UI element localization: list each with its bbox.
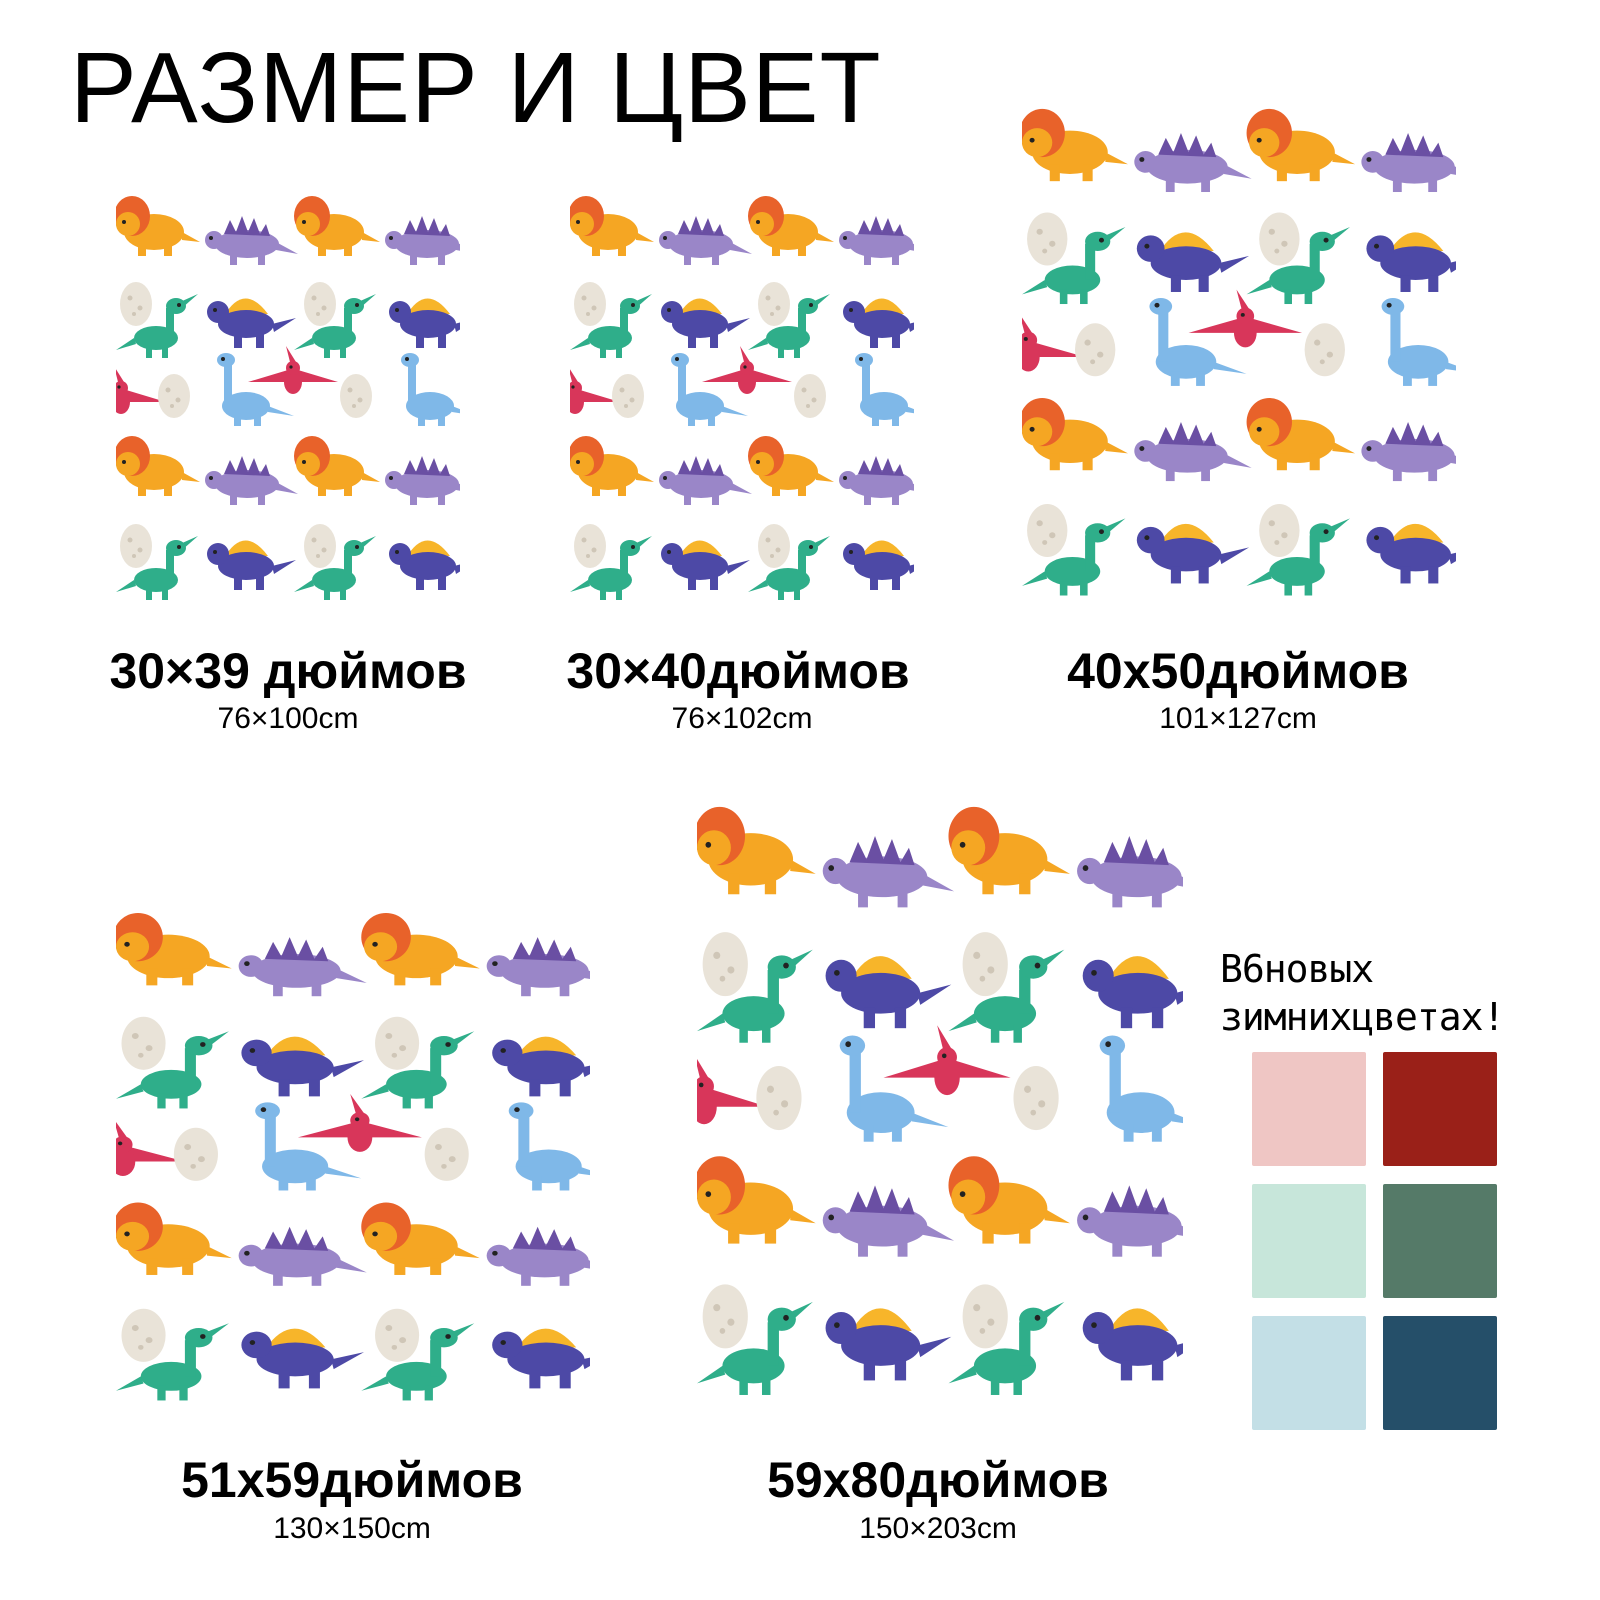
blanket-preview-40x50 [1022,80,1456,622]
dinosaur-pattern [1022,80,1456,622]
dinosaur-pattern [570,172,914,622]
color-swatch-light-blue[interactable] [1252,1316,1366,1430]
colors-heading: В6новых зимнихцветах! [1220,945,1505,1041]
size-label-cm: 76×100cm [217,702,359,735]
color-swatch-green[interactable] [1383,1184,1497,1298]
size-label-cm: 76×102cm [671,702,813,735]
blanket-preview-59x80 [697,772,1183,1427]
size-label-cm: 101×127cm [1159,702,1317,735]
page-title: РАЗМЕР И ЦВЕТ [70,32,882,144]
color-swatch-red[interactable] [1383,1052,1497,1166]
dinosaur-pattern [116,884,590,1427]
colors-heading-line2: зимнихцветах! [1220,995,1505,1039]
size-label-cm: 130×150cm [273,1512,431,1545]
size-label-cm: 150×203cm [859,1512,1017,1545]
size-label-inches: 40x50дюймов [1067,643,1409,699]
dinosaur-pattern [116,172,460,622]
dinosaur-pattern [697,772,1183,1427]
colors-heading-line1: В6новых [1220,947,1374,991]
size-label-inches: 30×39 дюймов [109,643,467,699]
size-label-inches: 51x59дюймов [181,1452,523,1508]
blanket-preview-30x39 [116,172,460,622]
color-swatch-pink[interactable] [1252,1052,1366,1166]
size-label-inches: 30×40дюймов [566,643,910,699]
color-swatch-navy[interactable] [1383,1316,1497,1430]
size-label-inches: 59x80дюймов [767,1452,1109,1508]
blanket-preview-51x59 [116,884,590,1427]
color-swatch-mint[interactable] [1252,1184,1366,1298]
blanket-preview-30x40 [570,172,914,622]
